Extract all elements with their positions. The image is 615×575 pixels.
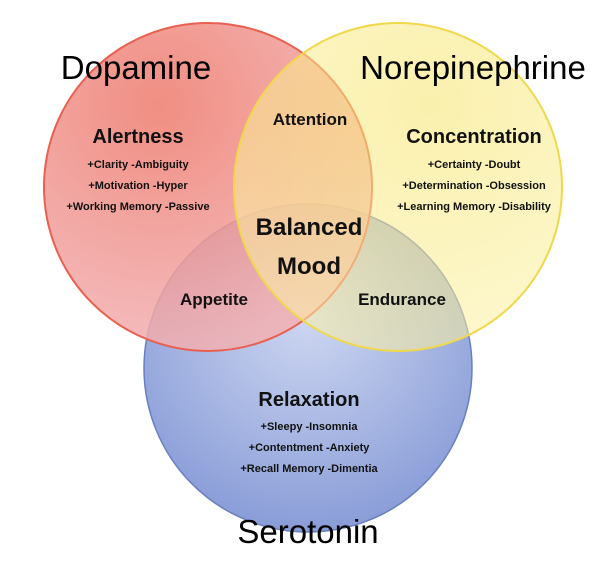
alertness-title: Alertness [92, 126, 183, 148]
dopamine-item: +Working Memory -Passive [66, 201, 209, 213]
attention-label: Attention [273, 110, 348, 129]
dopamine-title: Dopamine [61, 49, 211, 86]
concentration-title: Concentration [406, 126, 542, 148]
norepinephrine-item: +Learning Memory -Disability [397, 201, 552, 213]
norepinephrine-circle [233, 22, 563, 352]
norepinephrine-item: +Determination -Obsession [402, 180, 546, 192]
serotonin-item: +Sleepy -Insomnia [261, 421, 359, 433]
serotonin-title: Serotonin [237, 513, 378, 550]
relaxation-title: Relaxation [258, 389, 359, 411]
appetite-label: Appetite [180, 290, 248, 309]
norepinephrine-item: +Certainty -Doubt [428, 159, 521, 171]
serotonin-item: +Recall Memory -Dimentia [240, 463, 378, 475]
balanced-mood-line1: Balanced [256, 214, 363, 241]
dopamine-item: +Clarity -Ambiguity [87, 159, 189, 171]
serotonin-item: +Contentment -Anxiety [249, 442, 371, 454]
norepinephrine-title: Norepinephrine [360, 49, 586, 86]
balanced-mood-line2: Mood [277, 253, 341, 280]
dopamine-item: +Motivation -Hyper [88, 180, 188, 192]
endurance-label: Endurance [358, 290, 446, 309]
